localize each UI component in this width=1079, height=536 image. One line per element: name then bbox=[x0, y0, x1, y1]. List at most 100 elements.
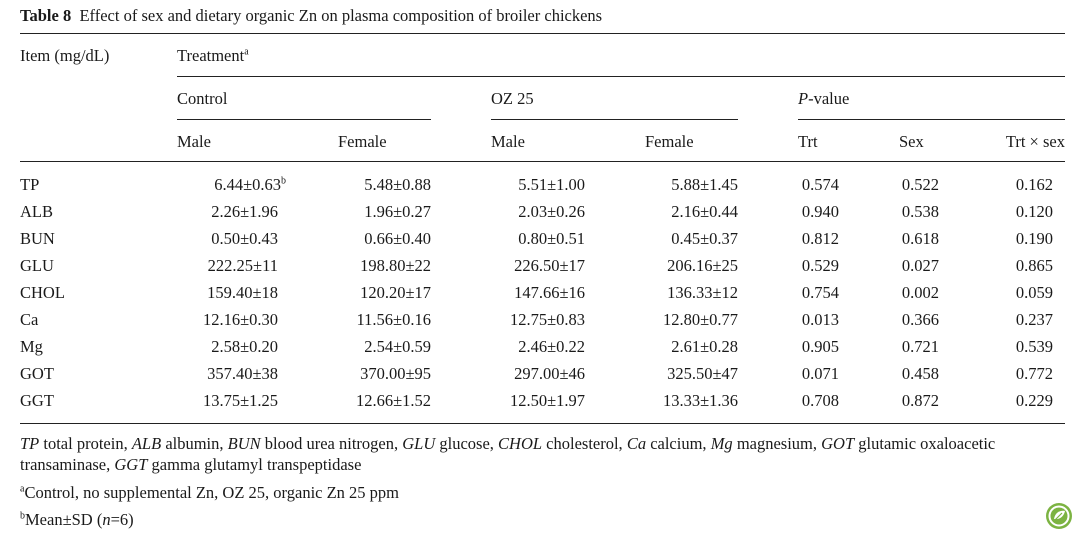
cell-trt: 0.905 bbox=[802, 337, 839, 357]
cell-control-female: 198.80±22 bbox=[360, 256, 431, 276]
cell-oz25-female: 2.61±0.28 bbox=[671, 337, 738, 357]
cell-control-male-value: 2.26±1.96 bbox=[211, 202, 278, 221]
cell-oz25-male: 147.66±16 bbox=[514, 283, 585, 303]
cell-sex: 0.027 bbox=[902, 256, 939, 276]
cell-sex-value: 0.458 bbox=[901, 364, 939, 383]
cell-control-female: 2.54±0.59 bbox=[364, 337, 431, 357]
bottom-rule bbox=[20, 423, 1065, 424]
cell-oz25-female-value: 206.16±25 bbox=[667, 256, 738, 275]
cell-control-female: 1.96±0.27 bbox=[364, 202, 431, 222]
header-trt-sex: Trt × sex bbox=[1005, 132, 1065, 151]
cell-sex: 0.721 bbox=[902, 337, 939, 357]
cell-control-male: 222.25±11 bbox=[208, 256, 278, 276]
cell-control-male: 357.40±38 bbox=[207, 364, 278, 384]
cell-trt-sex: 0.539 bbox=[1016, 337, 1053, 357]
cell-trt-value: 0.574 bbox=[801, 175, 839, 194]
cell-trt: 0.529 bbox=[802, 256, 839, 276]
header-oz25-male: Male bbox=[491, 132, 525, 151]
cell-oz25-female: 13.33±1.36 bbox=[663, 391, 738, 411]
table-caption: Effect of sex and dietary organic Zn on … bbox=[79, 6, 603, 25]
cell-sex-value: 0.002 bbox=[901, 283, 939, 302]
cell-trt-sex-value: 0.190 bbox=[1015, 229, 1053, 248]
top-rule bbox=[20, 33, 1065, 34]
cell-sex: 0.458 bbox=[902, 364, 939, 384]
cell-trt-value: 0.013 bbox=[801, 310, 839, 329]
abbrev-term: CHOL bbox=[498, 434, 543, 453]
cell-control-female-value: 5.48±0.88 bbox=[364, 175, 431, 194]
cell-control-female: 0.66±0.40 bbox=[364, 229, 431, 249]
cell-trt-sex: 0.120 bbox=[1016, 202, 1053, 222]
cell-trt-sex-value: 0.162 bbox=[1015, 175, 1053, 194]
cell-trt-value: 0.071 bbox=[801, 364, 839, 383]
abbrev-term: GLU bbox=[402, 434, 436, 453]
cell-item: ALB bbox=[20, 202, 53, 222]
cell-control-female-value: 2.54±0.59 bbox=[364, 337, 431, 356]
cell-control-female-value: 11.56±0.16 bbox=[356, 310, 431, 329]
cell-item: Mg bbox=[20, 337, 43, 357]
cell-oz25-female: 136.33±12 bbox=[667, 283, 738, 303]
cell-control-female-value: 12.66±1.52 bbox=[355, 391, 431, 410]
cell-control-male-value: 0.50±0.43 bbox=[211, 229, 278, 248]
cell-trt-value: 0.708 bbox=[801, 391, 839, 410]
cell-oz25-female-value: 13.33±1.36 bbox=[662, 391, 738, 410]
cell-control-male-value: 13.75±1.25 bbox=[202, 391, 278, 410]
header-treatment: Treatmenta bbox=[177, 46, 249, 66]
footnote-b: bMean±SD (n=6) bbox=[20, 509, 1070, 530]
cell-oz25-male: 5.51±1.00 bbox=[518, 175, 585, 195]
footnote-b-mark: b bbox=[20, 510, 25, 522]
cell-control-female-value: 370.00±95 bbox=[360, 364, 431, 383]
abbrev-definition: gamma glutamyl transpeptidase bbox=[147, 455, 362, 474]
abbrev-definition: calcium, bbox=[646, 434, 711, 453]
cell-sex: 0.872 bbox=[902, 391, 939, 411]
header-trt: Trt bbox=[798, 132, 818, 151]
cell-item-value: TP bbox=[20, 175, 40, 194]
header-pvalue-rest: -value bbox=[808, 89, 850, 108]
cell-control-female: 12.66±1.52 bbox=[356, 391, 431, 411]
cell-item-value: CHOL bbox=[20, 283, 65, 302]
cell-control-male: 6.44±0.63b bbox=[214, 175, 286, 195]
cell-control-female-value: 120.20±17 bbox=[360, 283, 431, 302]
cell-sex: 0.002 bbox=[902, 283, 939, 303]
abbrev-definition: blood urea nitrogen, bbox=[260, 434, 403, 453]
cell-oz25-female: 325.50±47 bbox=[667, 364, 738, 384]
cell-item-value: Ca bbox=[20, 310, 39, 329]
springer-leaf-icon bbox=[1046, 503, 1072, 529]
cell-item: GLU bbox=[20, 256, 54, 276]
footnote-b-text-2: =6) bbox=[110, 510, 134, 529]
cell-trt-sex: 0.229 bbox=[1016, 391, 1053, 411]
cell-superscript: b bbox=[281, 175, 286, 187]
cell-sex-value: 0.538 bbox=[901, 202, 939, 221]
header-oz25-female: Female bbox=[645, 132, 694, 151]
cell-item: BUN bbox=[20, 229, 55, 249]
cell-trt-sex-value: 0.120 bbox=[1015, 202, 1053, 221]
header-treatment-label: Treatment bbox=[177, 46, 245, 65]
cell-sex-value: 0.522 bbox=[901, 175, 939, 194]
cell-oz25-male-value: 147.66±16 bbox=[514, 283, 585, 302]
oz25-rule bbox=[491, 119, 738, 120]
cell-trt-sex-value: 0.229 bbox=[1015, 391, 1053, 410]
cell-control-male: 12.16±0.30 bbox=[203, 310, 278, 330]
cell-oz25-female-value: 2.16±0.44 bbox=[671, 202, 738, 221]
cell-oz25-female: 206.16±25 bbox=[667, 256, 738, 276]
cell-item-value: GOT bbox=[20, 364, 54, 383]
cell-sex-value: 0.872 bbox=[901, 391, 939, 410]
treatment-rule bbox=[177, 76, 1065, 77]
abbrev-definition: cholesterol, bbox=[542, 434, 627, 453]
abbrev-term: TP bbox=[20, 434, 40, 453]
cell-control-female: 5.48±0.88 bbox=[364, 175, 431, 195]
footnote-a-mark: a bbox=[20, 483, 25, 495]
footnote-a-text: Control, no supplemental Zn, OZ 25, orga… bbox=[24, 483, 400, 502]
cell-oz25-male: 297.00±46 bbox=[514, 364, 585, 384]
cell-control-male-value: 222.25±11 bbox=[207, 256, 278, 275]
abbrev-term: Mg bbox=[710, 434, 733, 453]
cell-sex-value: 0.721 bbox=[901, 337, 939, 356]
cell-oz25-male: 0.80±0.51 bbox=[518, 229, 585, 249]
cell-trt: 0.574 bbox=[802, 175, 839, 195]
cell-oz25-male-value: 2.46±0.22 bbox=[518, 337, 585, 356]
cell-trt-sex: 0.237 bbox=[1016, 310, 1053, 330]
cell-item-value: ALB bbox=[20, 202, 53, 221]
abbrev-definition: total protein, bbox=[39, 434, 132, 453]
abbrev-definition: glucose, bbox=[435, 434, 499, 453]
cell-sex: 0.366 bbox=[902, 310, 939, 330]
cell-oz25-female: 5.88±1.45 bbox=[671, 175, 738, 195]
